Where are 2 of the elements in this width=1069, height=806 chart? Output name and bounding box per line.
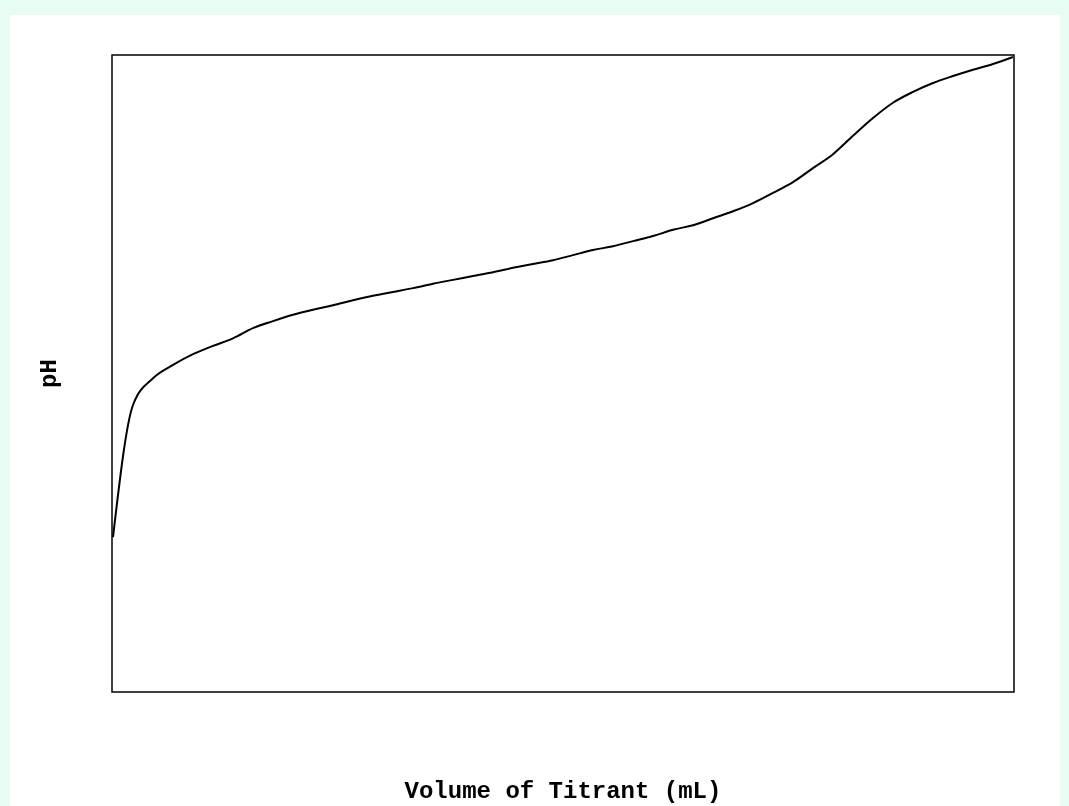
y-axis-title: pH xyxy=(36,359,63,388)
x-axis-title: Volume of Titrant (mL) xyxy=(404,778,722,805)
